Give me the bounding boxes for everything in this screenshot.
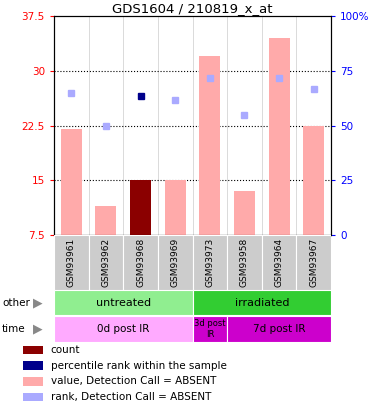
Bar [23, 377, 43, 386]
Text: GSM93969: GSM93969 [171, 238, 180, 287]
Text: other: other [2, 298, 30, 308]
Bar [23, 361, 43, 370]
Bar [123, 235, 158, 290]
Text: ▶: ▶ [32, 322, 42, 336]
Bar [262, 235, 296, 290]
Text: GSM93958: GSM93958 [240, 238, 249, 287]
Text: GSM93961: GSM93961 [67, 238, 76, 287]
Bar [269, 38, 290, 235]
Bar [95, 206, 116, 235]
Text: GSM93973: GSM93973 [205, 238, 214, 287]
Text: GSM93964: GSM93964 [275, 238, 284, 287]
Bar [234, 191, 255, 235]
Bar [61, 129, 82, 235]
Bar [227, 316, 331, 342]
Bar [89, 235, 123, 290]
Bar [130, 180, 151, 235]
Text: rank, Detection Call = ABSENT: rank, Detection Call = ABSENT [50, 392, 211, 402]
Bar [54, 235, 89, 290]
Bar [23, 346, 43, 354]
Bar [227, 235, 262, 290]
Text: time: time [2, 324, 25, 334]
Bar [192, 235, 227, 290]
Text: 3d post
IR: 3d post IR [194, 320, 226, 339]
Text: percentile rank within the sample: percentile rank within the sample [50, 361, 226, 371]
Text: untreated: untreated [95, 298, 151, 308]
Bar [199, 56, 220, 235]
Bar [192, 290, 331, 315]
Text: value, Detection Call = ABSENT: value, Detection Call = ABSENT [50, 377, 216, 386]
Bar [23, 393, 43, 401]
Bar [192, 316, 227, 342]
Text: ▶: ▶ [32, 296, 42, 309]
Text: GSM93968: GSM93968 [136, 238, 145, 287]
Text: irradiated: irradiated [234, 298, 289, 308]
Text: count: count [50, 345, 80, 355]
Bar [296, 235, 331, 290]
Bar [54, 316, 192, 342]
Bar [303, 126, 324, 235]
Text: GSM93967: GSM93967 [309, 238, 318, 287]
Bar [54, 290, 192, 315]
Bar [165, 180, 186, 235]
Bar [158, 235, 192, 290]
Title: GDS1604 / 210819_x_at: GDS1604 / 210819_x_at [112, 2, 273, 15]
Text: GSM93962: GSM93962 [101, 238, 110, 287]
Text: 0d post IR: 0d post IR [97, 324, 149, 334]
Text: 7d post IR: 7d post IR [253, 324, 305, 334]
